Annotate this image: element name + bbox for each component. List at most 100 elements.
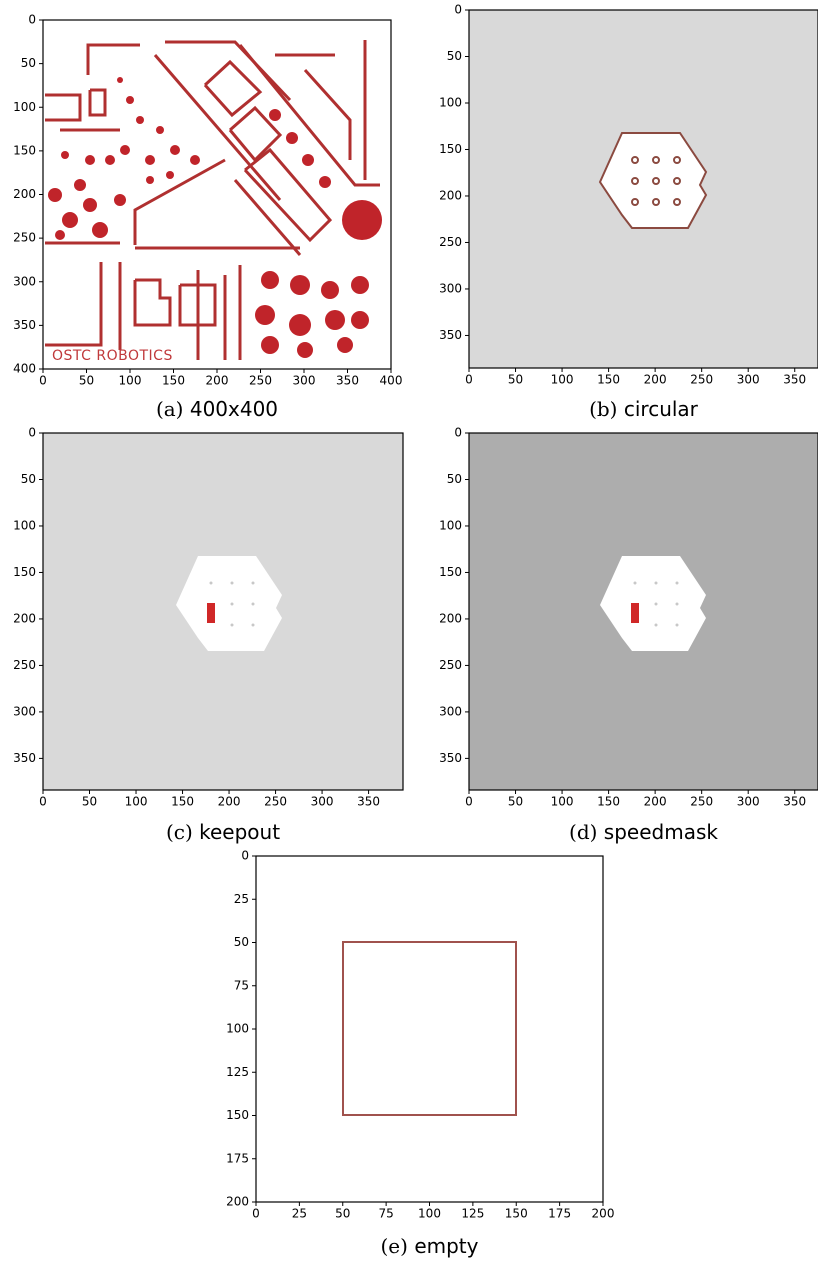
y-tick-label: 125 <box>226 1065 249 1079</box>
map-image <box>256 856 603 1202</box>
y-tick-label: 50 <box>447 49 462 63</box>
y-tick-label: 50 <box>21 56 36 70</box>
y-tick-label: 200 <box>13 611 36 625</box>
y-tick-label: 250 <box>439 235 462 249</box>
y-tick-label: 200 <box>226 1195 249 1209</box>
image-text: OSTC ROBOTICS <box>52 348 173 364</box>
x-tick-label: 300 <box>737 795 760 809</box>
y-tick-label: 100 <box>439 95 462 109</box>
x-tick-label: 125 <box>461 1207 484 1221</box>
y-tick-label: 350 <box>13 751 36 765</box>
x-tick-label: 100 <box>551 373 574 387</box>
y-tick-label: 300 <box>439 281 462 295</box>
y-tick-label: 100 <box>226 1022 249 1036</box>
x-tick-label: 150 <box>597 373 620 387</box>
x-tick-label: 250 <box>690 373 713 387</box>
x-tick-label: 200 <box>218 795 241 809</box>
y-tick-label: 150 <box>13 565 36 579</box>
x-tick-label: 100 <box>551 795 574 809</box>
x-tick-label: 300 <box>737 373 760 387</box>
caption: (e) empty <box>381 1234 479 1258</box>
y-tick-label: 350 <box>439 328 462 342</box>
y-tick-label: 0 <box>454 426 462 440</box>
x-tick-label: 150 <box>162 374 185 388</box>
y-tick-label: 100 <box>439 518 462 532</box>
y-tick-label: 25 <box>234 892 249 906</box>
map-image <box>469 10 818 368</box>
y-tick-label: 200 <box>439 188 462 202</box>
caption-text: 400x400 <box>190 397 278 421</box>
y-tick-label: 0 <box>454 3 462 17</box>
y-tick-label: 100 <box>13 518 36 532</box>
x-tick-label: 0 <box>465 373 473 387</box>
caption: (a) 400x400 <box>156 397 278 421</box>
figure: OSTC ROBOTICS 05010015020025030035040005… <box>0 0 818 1261</box>
y-tick-label: 300 <box>13 704 36 718</box>
y-tick-label: 350 <box>13 318 36 332</box>
y-tick-label: 150 <box>439 142 462 156</box>
y-tick-label: 50 <box>447 472 462 486</box>
caption-label: (b) <box>589 397 617 421</box>
caption-label: (c) <box>166 820 193 844</box>
caption-label: (e) <box>381 1234 408 1258</box>
y-tick-label: 150 <box>13 143 36 157</box>
caption: (b) circular <box>589 397 699 421</box>
map-image <box>43 433 403 790</box>
map-image: OSTC ROBOTICS <box>43 20 391 369</box>
y-tick-label: 150 <box>226 1108 249 1122</box>
x-tick-label: 50 <box>82 795 97 809</box>
caption: (d) speedmask <box>569 820 718 844</box>
x-tick-label: 200 <box>644 373 667 387</box>
x-tick-label: 150 <box>505 1207 528 1221</box>
x-tick-label: 200 <box>592 1207 615 1221</box>
x-tick-label: 350 <box>783 373 806 387</box>
y-tick-label: 0 <box>241 849 249 863</box>
x-tick-label: 250 <box>690 795 713 809</box>
x-tick-label: 350 <box>357 795 380 809</box>
x-tick-label: 0 <box>39 795 47 809</box>
y-tick-label: 350 <box>439 751 462 765</box>
caption-text: speedmask <box>604 820 719 844</box>
x-tick-label: 200 <box>644 795 667 809</box>
x-tick-label: 100 <box>125 795 148 809</box>
x-tick-label: 400 <box>380 374 403 388</box>
x-tick-label: 300 <box>293 374 316 388</box>
y-tick-label: 200 <box>439 611 462 625</box>
y-tick-label: 250 <box>439 658 462 672</box>
y-tick-label: 175 <box>226 1151 249 1165</box>
x-tick-label: 50 <box>79 374 94 388</box>
x-tick-label: 175 <box>548 1207 571 1221</box>
x-tick-label: 350 <box>783 795 806 809</box>
y-tick-label: 50 <box>234 935 249 949</box>
x-tick-label: 50 <box>508 795 523 809</box>
caption: (c) keepout <box>166 820 280 844</box>
x-tick-label: 0 <box>39 374 47 388</box>
y-tick-label: 300 <box>439 704 462 718</box>
caption-label: (a) <box>156 397 184 421</box>
caption-text: keepout <box>199 820 280 844</box>
x-tick-label: 50 <box>335 1207 350 1221</box>
x-tick-label: 0 <box>465 795 473 809</box>
x-tick-label: 0 <box>252 1207 260 1221</box>
y-tick-label: 250 <box>13 231 36 245</box>
x-tick-label: 150 <box>171 795 194 809</box>
y-tick-label: 200 <box>13 187 36 201</box>
x-tick-label: 25 <box>292 1207 307 1221</box>
caption-text: empty <box>414 1234 478 1258</box>
x-tick-label: 50 <box>508 373 523 387</box>
y-tick-label: 150 <box>439 565 462 579</box>
y-tick-label: 0 <box>28 13 36 27</box>
map-image <box>469 433 818 790</box>
y-tick-label: 50 <box>21 472 36 486</box>
x-tick-label: 100 <box>418 1207 441 1221</box>
x-tick-label: 350 <box>336 374 359 388</box>
y-tick-label: 300 <box>13 274 36 288</box>
x-tick-label: 200 <box>206 374 229 388</box>
y-tick-label: 400 <box>13 362 36 376</box>
x-tick-label: 100 <box>119 374 142 388</box>
y-tick-label: 250 <box>13 658 36 672</box>
y-tick-label: 100 <box>13 100 36 114</box>
x-tick-label: 250 <box>249 374 272 388</box>
y-tick-label: 75 <box>234 978 249 992</box>
caption-label: (d) <box>569 820 597 844</box>
